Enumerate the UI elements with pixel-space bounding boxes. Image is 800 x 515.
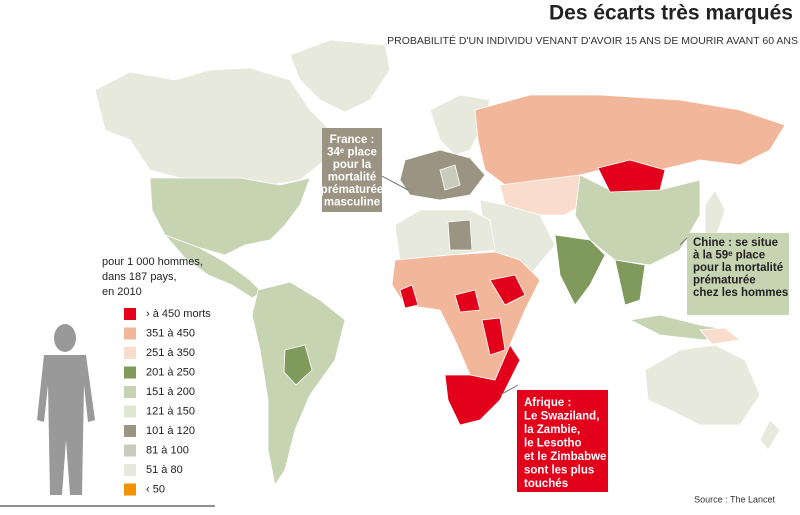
callout-line: sont les plus — [524, 465, 594, 477]
india — [554, 234, 606, 306]
legend-swatch — [124, 444, 136, 457]
legend-label: 201 à 250 — [146, 366, 195, 378]
legend-heading: dans 187 pays, — [102, 271, 177, 283]
afrique-callout: Afrique : Le Swaziland,la Zambie, le Lesot… — [524, 397, 606, 490]
afrique-pointer — [499, 384, 519, 396]
legend-swatch — [124, 464, 136, 476]
legend-label: 101 à 120 — [146, 425, 195, 437]
callout-line: à la 59ᵉ place — [693, 250, 765, 262]
legend-swatch — [124, 425, 136, 437]
callout-line: prématurée — [321, 184, 384, 196]
world-map — [94, 39, 786, 487]
legend-label: ‹ 50 — [146, 483, 165, 495]
callout-line: et le Zimbabwe — [524, 451, 606, 463]
zambia — [481, 317, 506, 356]
legend-label: › à 450 morts — [146, 308, 211, 320]
japan — [704, 189, 726, 241]
legend-swatch — [124, 347, 136, 359]
new-zealand — [759, 419, 781, 451]
ethiopia — [489, 274, 526, 306]
france-pointer — [379, 174, 409, 191]
legend-label: 81 à 100 — [146, 444, 189, 456]
libya — [447, 219, 473, 251]
legend-swatch — [124, 366, 136, 379]
callout-line: la Zambie, — [524, 424, 580, 436]
afrique-callout-box — [517, 390, 608, 492]
person-silhouette — [37, 324, 95, 495]
legend-heading: en 2010 — [102, 286, 142, 298]
title: Des écarts très marqués — [549, 2, 793, 25]
car-red — [454, 289, 481, 313]
legend-swatch — [124, 405, 136, 418]
legend-label: 121 à 150 — [146, 405, 195, 417]
callout-line: touchés — [524, 478, 568, 490]
callout-line: France : — [330, 134, 375, 146]
australia — [644, 344, 761, 426]
legend-label: 351 à 450 — [146, 327, 195, 339]
callout-line: Afrique : — [524, 397, 571, 409]
legend-swatch — [124, 483, 136, 496]
southeast-asia — [614, 259, 646, 306]
chine-callout-box — [687, 233, 789, 315]
callout-line: pour la mortalité — [693, 262, 783, 274]
legend-swatch — [124, 327, 136, 340]
legend-swatch — [124, 308, 136, 320]
france-callout-box — [322, 128, 382, 212]
callout-line: prématurée — [693, 275, 756, 287]
source: Source : The Lancet — [694, 494, 775, 504]
callout-line: Chine : se situe — [693, 237, 778, 249]
papua — [699, 327, 741, 345]
russia — [474, 94, 786, 186]
south-america — [251, 281, 346, 487]
legend-label: 251 à 350 — [146, 347, 195, 359]
legend-swatch — [124, 386, 136, 398]
callout-line: masculine — [324, 197, 380, 209]
callout-line: chez les hommes — [693, 287, 788, 299]
callout-line: pour la — [333, 159, 372, 171]
callout-line: Le Swaziland, — [524, 411, 599, 423]
legend-label: 151 à 200 — [146, 386, 195, 398]
subtitle: PROBABILITÉ D'UN INDIVIDU VENANT D'AVOIR… — [387, 34, 798, 47]
legend-heading: pour 1 000 hommes, — [102, 256, 203, 268]
central-europe — [439, 164, 461, 191]
bolivia — [283, 344, 313, 386]
legend: pour 1 000 hommes, dans 187 pays, en 2010 ›… — [102, 256, 211, 496]
southern-africa — [444, 344, 521, 426]
legend-label: 51 à 80 — [146, 464, 183, 476]
callout-line: le Lesotho — [524, 438, 582, 450]
mongolia — [597, 159, 666, 193]
callout-line: mortalité — [328, 172, 377, 184]
west-africa-red — [399, 284, 419, 309]
greenland — [289, 39, 391, 113]
callout-line: 34ᵉ place — [327, 147, 377, 159]
